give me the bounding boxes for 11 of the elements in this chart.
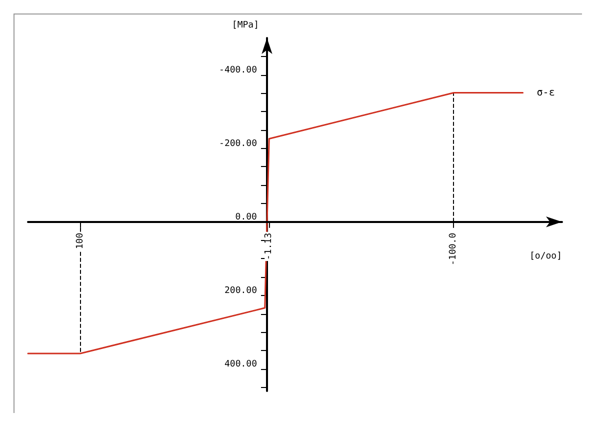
y-tick-label: 200.00 (224, 286, 257, 296)
x-tick-label: -100.0 (448, 232, 459, 266)
y-axis-title: [MPa] (232, 20, 259, 30)
y-tick-label: -400.00 (219, 65, 257, 76)
y-tick-label: -200.00 (219, 138, 257, 149)
y-tick-label: 400.00 (224, 359, 257, 370)
x-tick-label: -1.13 (264, 232, 274, 260)
y-tick-label: 0.00 (235, 212, 257, 222)
x-tick-label: 100 (75, 232, 86, 250)
series-label: σ-ε (536, 87, 555, 98)
x-axis-title: [o/oo] (529, 251, 562, 262)
